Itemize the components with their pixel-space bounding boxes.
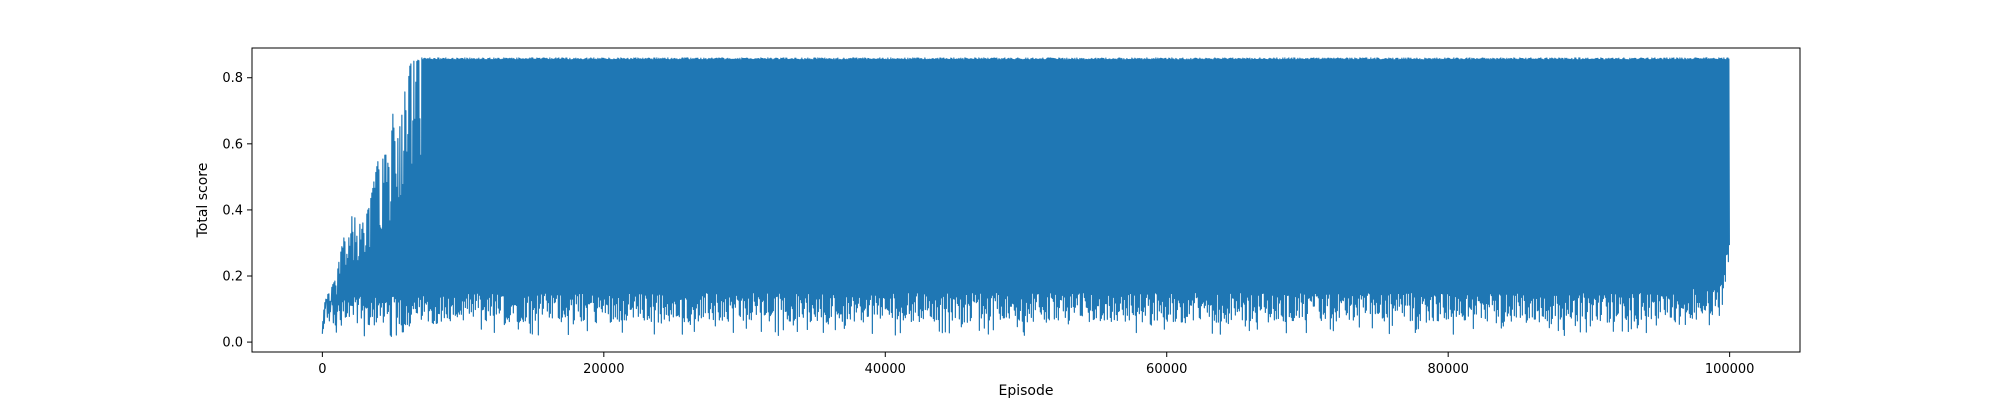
y-axis-label: Total score	[195, 163, 211, 239]
x-tick-label: 40000	[865, 362, 906, 377]
x-tick-label: 0	[318, 362, 326, 377]
y-tick-label: 0.8	[222, 71, 243, 86]
x-tick-label: 20000	[583, 362, 624, 377]
y-tick-label: 0.0	[222, 336, 243, 351]
y-tick-label: 0.2	[222, 270, 243, 285]
x-tick-label: 100000	[1705, 362, 1755, 377]
x-axis-label: Episode	[999, 383, 1054, 399]
y-tick-label: 0.4	[222, 203, 243, 218]
axes: 0 20000 40000 60000 80000 100000 0.0 0.2 0.4 0.6 0…	[195, 47, 1801, 399]
x-tick-label: 80000	[1428, 362, 1469, 377]
plot-area	[321, 57, 1730, 338]
y-tick-label: 0.6	[222, 137, 243, 152]
series-line	[321, 57, 1730, 338]
x-tick-label: 60000	[1146, 362, 1187, 377]
plot-frame	[251, 47, 1801, 353]
